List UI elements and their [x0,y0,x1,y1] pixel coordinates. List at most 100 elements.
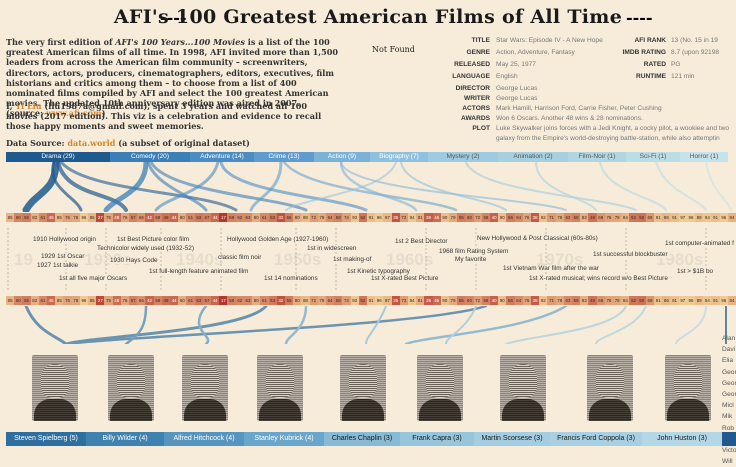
director-photo-coppola[interactable] [587,355,633,421]
genre-segment[interactable]: Crime (13) [254,152,314,162]
rank-cell[interactable]: 72 [473,296,482,305]
rank-cell[interactable]: 84 [621,213,630,222]
rank-cell[interactable]: 58 [153,213,162,222]
director-photo-spielberg[interactable] [32,355,78,421]
rank-cell[interactable]: 62 [235,296,244,305]
rank-cell[interactable]: 35 [391,296,400,305]
rank-cell[interactable]: 64 [325,296,335,305]
rank-cell[interactable]: 61 [260,296,269,305]
rank-cell[interactable]: 58 [481,213,490,222]
rank-cell[interactable]: 53 [194,213,203,222]
rank-cell[interactable]: 49 [161,213,171,222]
rank-cell[interactable]: 80 [293,213,302,222]
rank-cell[interactable]: 72 [309,296,318,305]
director-photo-huston[interactable] [665,355,711,421]
rank-cell[interactable]: 90 [440,213,449,222]
rank-cell[interactable]: 57 [202,296,212,305]
rank-cell[interactable]: 96 [375,296,384,305]
rank-cell[interactable]: 88 [301,213,310,222]
rank-cell[interactable]: 86 [662,213,671,222]
rank-cell[interactable]: 80 [178,296,187,305]
genre-segment[interactable]: Horror (1) [680,152,728,162]
rank-cell[interactable]: 82 [30,213,39,222]
other-director-name[interactable]: Will [722,458,733,466]
rank-cell[interactable]: 94 [703,213,712,222]
rank-cell[interactable]: 45 [47,296,56,305]
rank-cell[interactable]: 44 [211,296,220,305]
rank-cell[interactable]: 32 [276,296,285,305]
rank-cell[interactable]: 79 [317,296,326,305]
director-segment[interactable]: Martin Scorsese (3) [474,432,550,446]
rank-cell[interactable]: 27 [96,213,105,222]
rank-cell[interactable]: 76 [120,213,130,222]
genre-segment[interactable]: Sci-Fi (1) [626,152,680,162]
director-segment[interactable]: Steven Spielberg (5) [6,432,86,446]
rank-cell[interactable]: 85 [88,296,97,305]
rank-cell[interactable]: 46 [432,213,441,222]
rank-cell[interactable]: 55 [457,213,466,222]
rank-cell[interactable]: 84 [621,296,630,305]
rank-cell[interactable]: 55 [457,296,466,305]
rank-cell[interactable]: 85 [55,213,64,222]
rank-cell[interactable]: 96 [686,296,696,305]
rank-cell[interactable]: 74 [342,213,351,222]
rank-cell[interactable]: 56 [506,296,515,305]
rank-cell[interactable]: 56 [506,213,515,222]
director-segment[interactable]: Stanley Kubrick (4) [244,432,324,446]
rank-cell[interactable]: 55 [22,213,31,222]
rank-cell[interactable]: 58 [481,296,490,305]
rank-cell[interactable]: 91 [670,296,679,305]
other-director-name[interactable]: Geor [722,391,736,399]
rank-cell[interactable]: 76 [522,296,531,305]
rank-cell[interactable]: 91 [711,296,720,305]
rank-cell[interactable]: 84 [727,296,736,305]
rank-cell[interactable]: 42 [145,213,154,222]
rank-cell[interactable]: 93 [350,213,359,222]
director-segment[interactable]: John Huston (3) [642,432,722,446]
director-photo-chaplin[interactable] [340,355,386,421]
rank-cell[interactable]: 85 [88,213,97,222]
rank-cell[interactable]: 64 [514,213,523,222]
rank-cell[interactable]: 63 [563,296,573,305]
rank-cell[interactable]: 27 [96,296,105,305]
rank-cell[interactable]: 44 [211,213,220,222]
rank-cell[interactable]: 61 [186,213,195,222]
rank-cell[interactable]: 63 [563,213,573,222]
afi-link[interactable]: www.afi.com [45,108,102,119]
rank-cell[interactable]: 76 [522,213,531,222]
rank-cell[interactable]: 44 [170,296,179,305]
rank-cell[interactable]: 72 [399,296,408,305]
director-segment[interactable]: Billy Wilder (4) [86,432,164,446]
genre-segment[interactable]: Drama (29) [6,152,110,162]
director-segment[interactable]: Francis Ford Coppola (3) [550,432,642,446]
director-photo-hitchcock[interactable] [182,355,228,421]
rank-cell[interactable]: 79 [448,213,458,222]
rank-cell[interactable]: 96 [375,213,384,222]
rank-cell[interactable]: 92 [539,296,548,305]
rank-cell[interactable]: 52 [629,296,638,305]
genre-segment[interactable]: Action (9) [314,152,370,162]
director-segment[interactable]: Alfred Hitchcock (4) [164,432,244,446]
other-director-name[interactable]: Davi [722,346,736,354]
rank-cell[interactable]: 78 [555,213,564,222]
director-segment[interactable]: Frank Capra (3) [400,432,474,446]
rank-cell[interactable]: 82 [580,296,589,305]
rank-cell[interactable]: 91 [711,213,720,222]
director-segment[interactable]: Charles Chaplin (3) [324,432,400,446]
rank-cell[interactable]: 90 [498,296,507,305]
rank-cell[interactable]: 93 [350,296,359,305]
genre-segment[interactable]: Animation (2) [498,152,568,162]
data-world-link[interactable]: data.world [67,138,116,148]
rank-cell[interactable]: 64 [514,296,523,305]
rank-cell[interactable]: 42 [145,296,154,305]
rank-cell[interactable]: 75 [104,213,113,222]
rank-cell[interactable]: 38 [531,296,540,305]
rank-cell[interactable]: 38 [531,213,540,222]
genre-segment[interactable]: Biography (7) [370,152,428,162]
rank-cell[interactable]: 55 [284,296,294,305]
rank-cell[interactable]: 48 [112,296,121,305]
rank-cell[interactable]: 45 [47,213,56,222]
rank-cell[interactable]: 38 [424,213,433,222]
rank-cell[interactable]: 69 [645,213,655,222]
rank-cell[interactable]: 91 [654,296,663,305]
